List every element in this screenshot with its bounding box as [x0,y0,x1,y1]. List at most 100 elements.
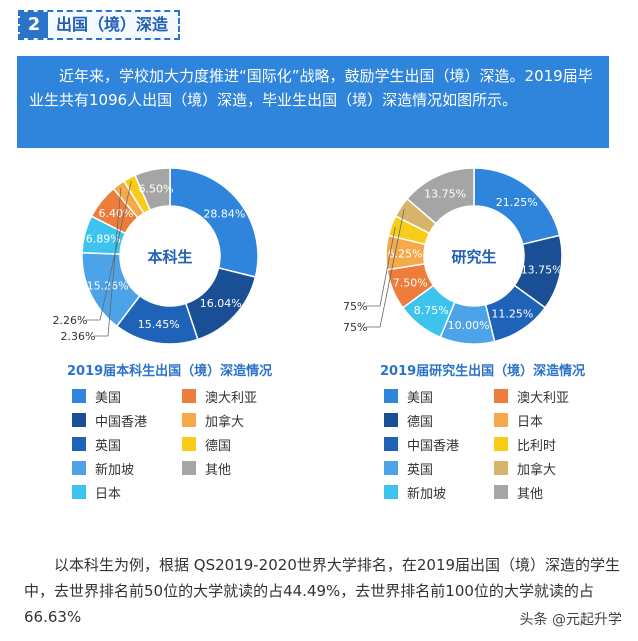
legend-item: 中国香港 [384,436,460,454]
legend-label: 比利时 [517,438,557,454]
legend-label: 德国 [205,438,232,454]
legend-item: 日本 [72,484,122,502]
legend-label: 德国 [407,414,434,430]
legend-swatch [182,461,196,475]
legend-item: 日本 [494,412,544,430]
legend-label: 中国香港 [407,438,460,454]
legend-item: 新加坡 [384,484,447,502]
legend-swatch [384,461,398,475]
legend-swatch [384,437,398,451]
undergrad-donut-chart: 28.84%16.04%15.45%15.26%6.89%6.40%2.36%2… [53,167,259,345]
donut-hole [425,207,523,305]
slice-美国 [169,167,259,278]
legend-swatch [182,413,196,427]
donut-center-label: 研究生 [451,248,496,266]
legend-item: 其他 [182,460,232,478]
legend-label: 加拿大 [205,414,245,430]
watermark: 头条 @元起升学 [519,612,622,628]
legend-swatch [72,461,86,475]
legend-swatch [72,389,86,403]
legend-item: 其他 [494,484,544,502]
legend-swatch [494,389,508,403]
legend-label: 加拿大 [517,462,557,478]
legend-item: 德国 [182,436,232,454]
slice-label-日本: 6.89% [86,233,121,246]
slice-label-其他: 13.75% [424,187,466,200]
legend-label: 美国 [95,390,122,406]
graduate-legend: 美国 澳大利亚德国 日本中国香港 比利时英国 加拿大新加坡 其他 [384,388,584,508]
slice-其他 [406,167,475,225]
slice-label-英国: 15.45% [138,318,180,331]
legend-label: 新加坡 [407,486,447,502]
legend-item: 加拿大 [182,412,245,430]
legend-label: 英国 [95,438,122,454]
legend-item: 中国香港 [72,412,148,430]
leader-line-比利时 [366,226,396,307]
legend-label: 日本 [95,486,122,502]
legend-item: 澳大利亚 [494,388,570,406]
legend-item: 澳大利亚 [182,388,258,406]
legend-swatch [384,485,398,499]
slice-label-澳大利亚: 7.50% [393,276,428,289]
footer-text: 以本科生为例，根据 QS2019-2020世界大学排名，在2019届出国（境）深… [24,556,621,626]
legend-item: 新加坡 [72,460,135,478]
slice-label-日本: 6.25% [388,247,423,260]
slice-label-中国香港: 16.04% [200,297,242,310]
slice-label-加拿大: 3.75% [344,321,367,334]
slice-label-美国: 21.25% [496,196,538,209]
legend-swatch [182,389,196,403]
legend-item: 加拿大 [494,460,557,478]
legend-item: 德国 [384,412,434,430]
graduate-donut-chart: 21.25% 13.75% 11.25%10.00% 8.75% 7.50% 6.25% 3… [344,167,563,345]
slice-label-德国: 2.26% [53,314,88,327]
legend-swatch [182,437,196,451]
slice-label-澳大利亚: 6.40% [98,207,133,220]
leader-line-加拿大 [94,187,122,337]
intro-box: 近年来，学校加大力度推进“国际化”战略，鼓励学生出国（境）深造。2019届毕业生… [17,56,609,148]
leader-line-德国 [86,181,132,321]
legend-swatch [494,437,508,451]
slice-label-德国: 13.75% [521,263,563,276]
legend-label: 澳大利亚 [205,390,258,406]
legend-swatch [494,461,508,475]
legend-swatch [72,413,86,427]
undergrad-legend: 美国 澳大利亚中国香港 加拿大英国 德国新加坡 其他日本 [72,388,272,508]
legend-item: 英国 [384,460,434,478]
intro-text: 近年来，学校加大力度推进“国际化”战略，鼓励学生出国（境）深造。2019届毕业生… [29,67,593,109]
legend-swatch [72,485,86,499]
legend-label: 英国 [407,462,434,478]
slice-label-中国香港: 11.25% [491,307,533,320]
slice-label-比利时: 3.75% [344,300,367,313]
legend-item: 比利时 [494,436,557,454]
legend-swatch [494,485,508,499]
legend-label: 美国 [407,390,434,406]
legend-item: 英国 [72,436,122,454]
donut-hole [121,207,219,305]
legend-label: 其他 [205,462,232,478]
legend-swatch [384,413,398,427]
slice-label-加拿大: 2.36% [61,330,96,343]
legend-label: 新加坡 [95,462,135,478]
legend-swatch [384,389,398,403]
legend-item: 美国 [72,388,122,406]
legend-item: 美国 [384,388,434,406]
legend-label: 澳大利亚 [517,390,570,406]
legend-swatch [72,437,86,451]
legend-label: 中国香港 [95,414,148,430]
undergrad-chart-title: 2019届本科生出国（境）深造情况 [67,364,273,379]
section-number: 2 [20,12,48,38]
section-title: 出国（境）深造 [56,15,169,34]
donut-center-label: 本科生 [147,248,192,266]
footer-paragraph: 以本科生为例，根据 QS2019-2020世界大学排名，在2019届出国（境）深… [24,552,624,630]
leader-line-加拿大 [366,209,405,328]
slice-其他 [134,167,171,212]
section-header: 2 出国（境）深造 [18,10,180,40]
slice-label-其他: 6.50% [139,182,174,195]
legend-swatch [494,413,508,427]
slice-label-美国: 28.84% [203,207,245,220]
legend-label: 其他 [517,486,544,502]
slice-label-新加坡: 8.75% [414,304,449,317]
slice-label-英国: 10.00% [448,319,490,332]
graduate-chart-title: 2019届研究生出国（境）深造情况 [380,364,586,379]
legend-label: 日本 [517,414,544,430]
